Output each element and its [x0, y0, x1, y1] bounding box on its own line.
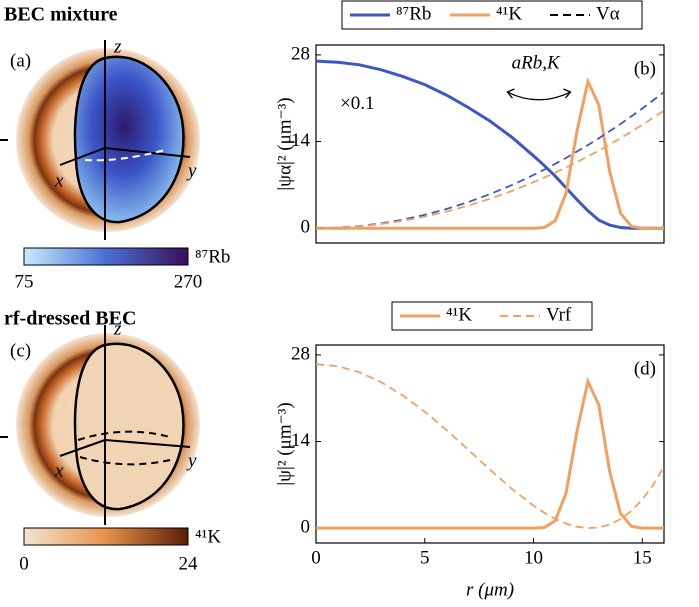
y-axis: [104, 439, 191, 448]
legend-label: Vα: [596, 3, 620, 24]
axis-letter: z: [113, 36, 122, 57]
colorbar-label: 270: [174, 271, 203, 292]
illustration-c: rf-dressed BEC (c) z x y 0 24 ⁴¹K: [0, 308, 221, 574]
colorbar: [23, 247, 189, 266]
series-line: [316, 76, 664, 230]
legend-label: ⁴¹K: [496, 3, 522, 24]
annotation: ×0.1: [340, 93, 374, 114]
colorbar: [23, 527, 189, 546]
y-axis: [104, 147, 191, 158]
x-tick-label: 5: [420, 547, 430, 568]
annotation-arrow: [507, 91, 571, 101]
x-axis: [59, 439, 106, 457]
legend-label: ⁴¹K: [446, 304, 472, 325]
panel-title: rf-dressed BEC: [4, 308, 136, 330]
rb-cloud: [73, 55, 185, 224]
plot-frame: [315, 44, 665, 244]
legend-label: ⁸⁷Rb: [396, 3, 431, 24]
y-tick-label: 0: [301, 217, 311, 238]
colorbar-species: ⁸⁷Rb: [195, 246, 230, 267]
x-tick-label: 15: [633, 547, 652, 568]
x-axis: [59, 147, 106, 166]
series-line: [315, 91, 665, 230]
x-tick-label: 0: [311, 547, 321, 568]
series-line: [315, 363, 665, 530]
x-axis-label: r (μm): [466, 579, 514, 600]
y-tick-label: 0: [301, 517, 311, 538]
colorbar-label: 75: [15, 271, 34, 292]
y-tick-label: 14: [291, 130, 311, 151]
colorbar-species: ⁴¹K: [195, 526, 221, 547]
illustration-a: BEC mixture (a) z x y 75 270 ⁸⁷Rb: [0, 4, 230, 292]
rings: [77, 430, 171, 466]
axis-letter: z: [113, 318, 122, 339]
y-tick-label: 14: [291, 430, 311, 451]
panel-label: (c): [10, 340, 31, 361]
k-shell: [73, 342, 185, 511]
panel-title: BEC mixture: [4, 4, 118, 26]
panel-label: (d): [634, 358, 656, 379]
colorbar-label: 24: [179, 553, 199, 574]
y-tick-label: 28: [291, 343, 310, 364]
y-tick-label: 28: [291, 43, 310, 64]
axis-letter: x: [54, 460, 64, 481]
series-line: [315, 59, 664, 230]
panel-label: (a): [10, 50, 31, 71]
y-axis-label: |ψ|² (μm⁻³): [274, 402, 295, 485]
arrow-head: [563, 88, 572, 99]
plot-frame: [315, 344, 665, 544]
axis-letter: y: [186, 450, 197, 471]
series-line: [316, 376, 664, 530]
series-line: [315, 109, 665, 230]
colorbar-label: 0: [19, 553, 29, 574]
axis-letter: y: [186, 160, 197, 181]
axis-letter: x: [54, 170, 64, 191]
equator: [84, 149, 166, 162]
annotation: aRb,K: [512, 53, 561, 74]
x-tick-label: 10: [524, 547, 543, 568]
arrow-head: [506, 88, 515, 99]
y-axis-label: |ψα|² (μm⁻³): [274, 97, 295, 190]
legend-box: [341, 0, 643, 30]
panel-label: (b): [634, 58, 656, 79]
legend-label: Vrf: [546, 304, 572, 325]
